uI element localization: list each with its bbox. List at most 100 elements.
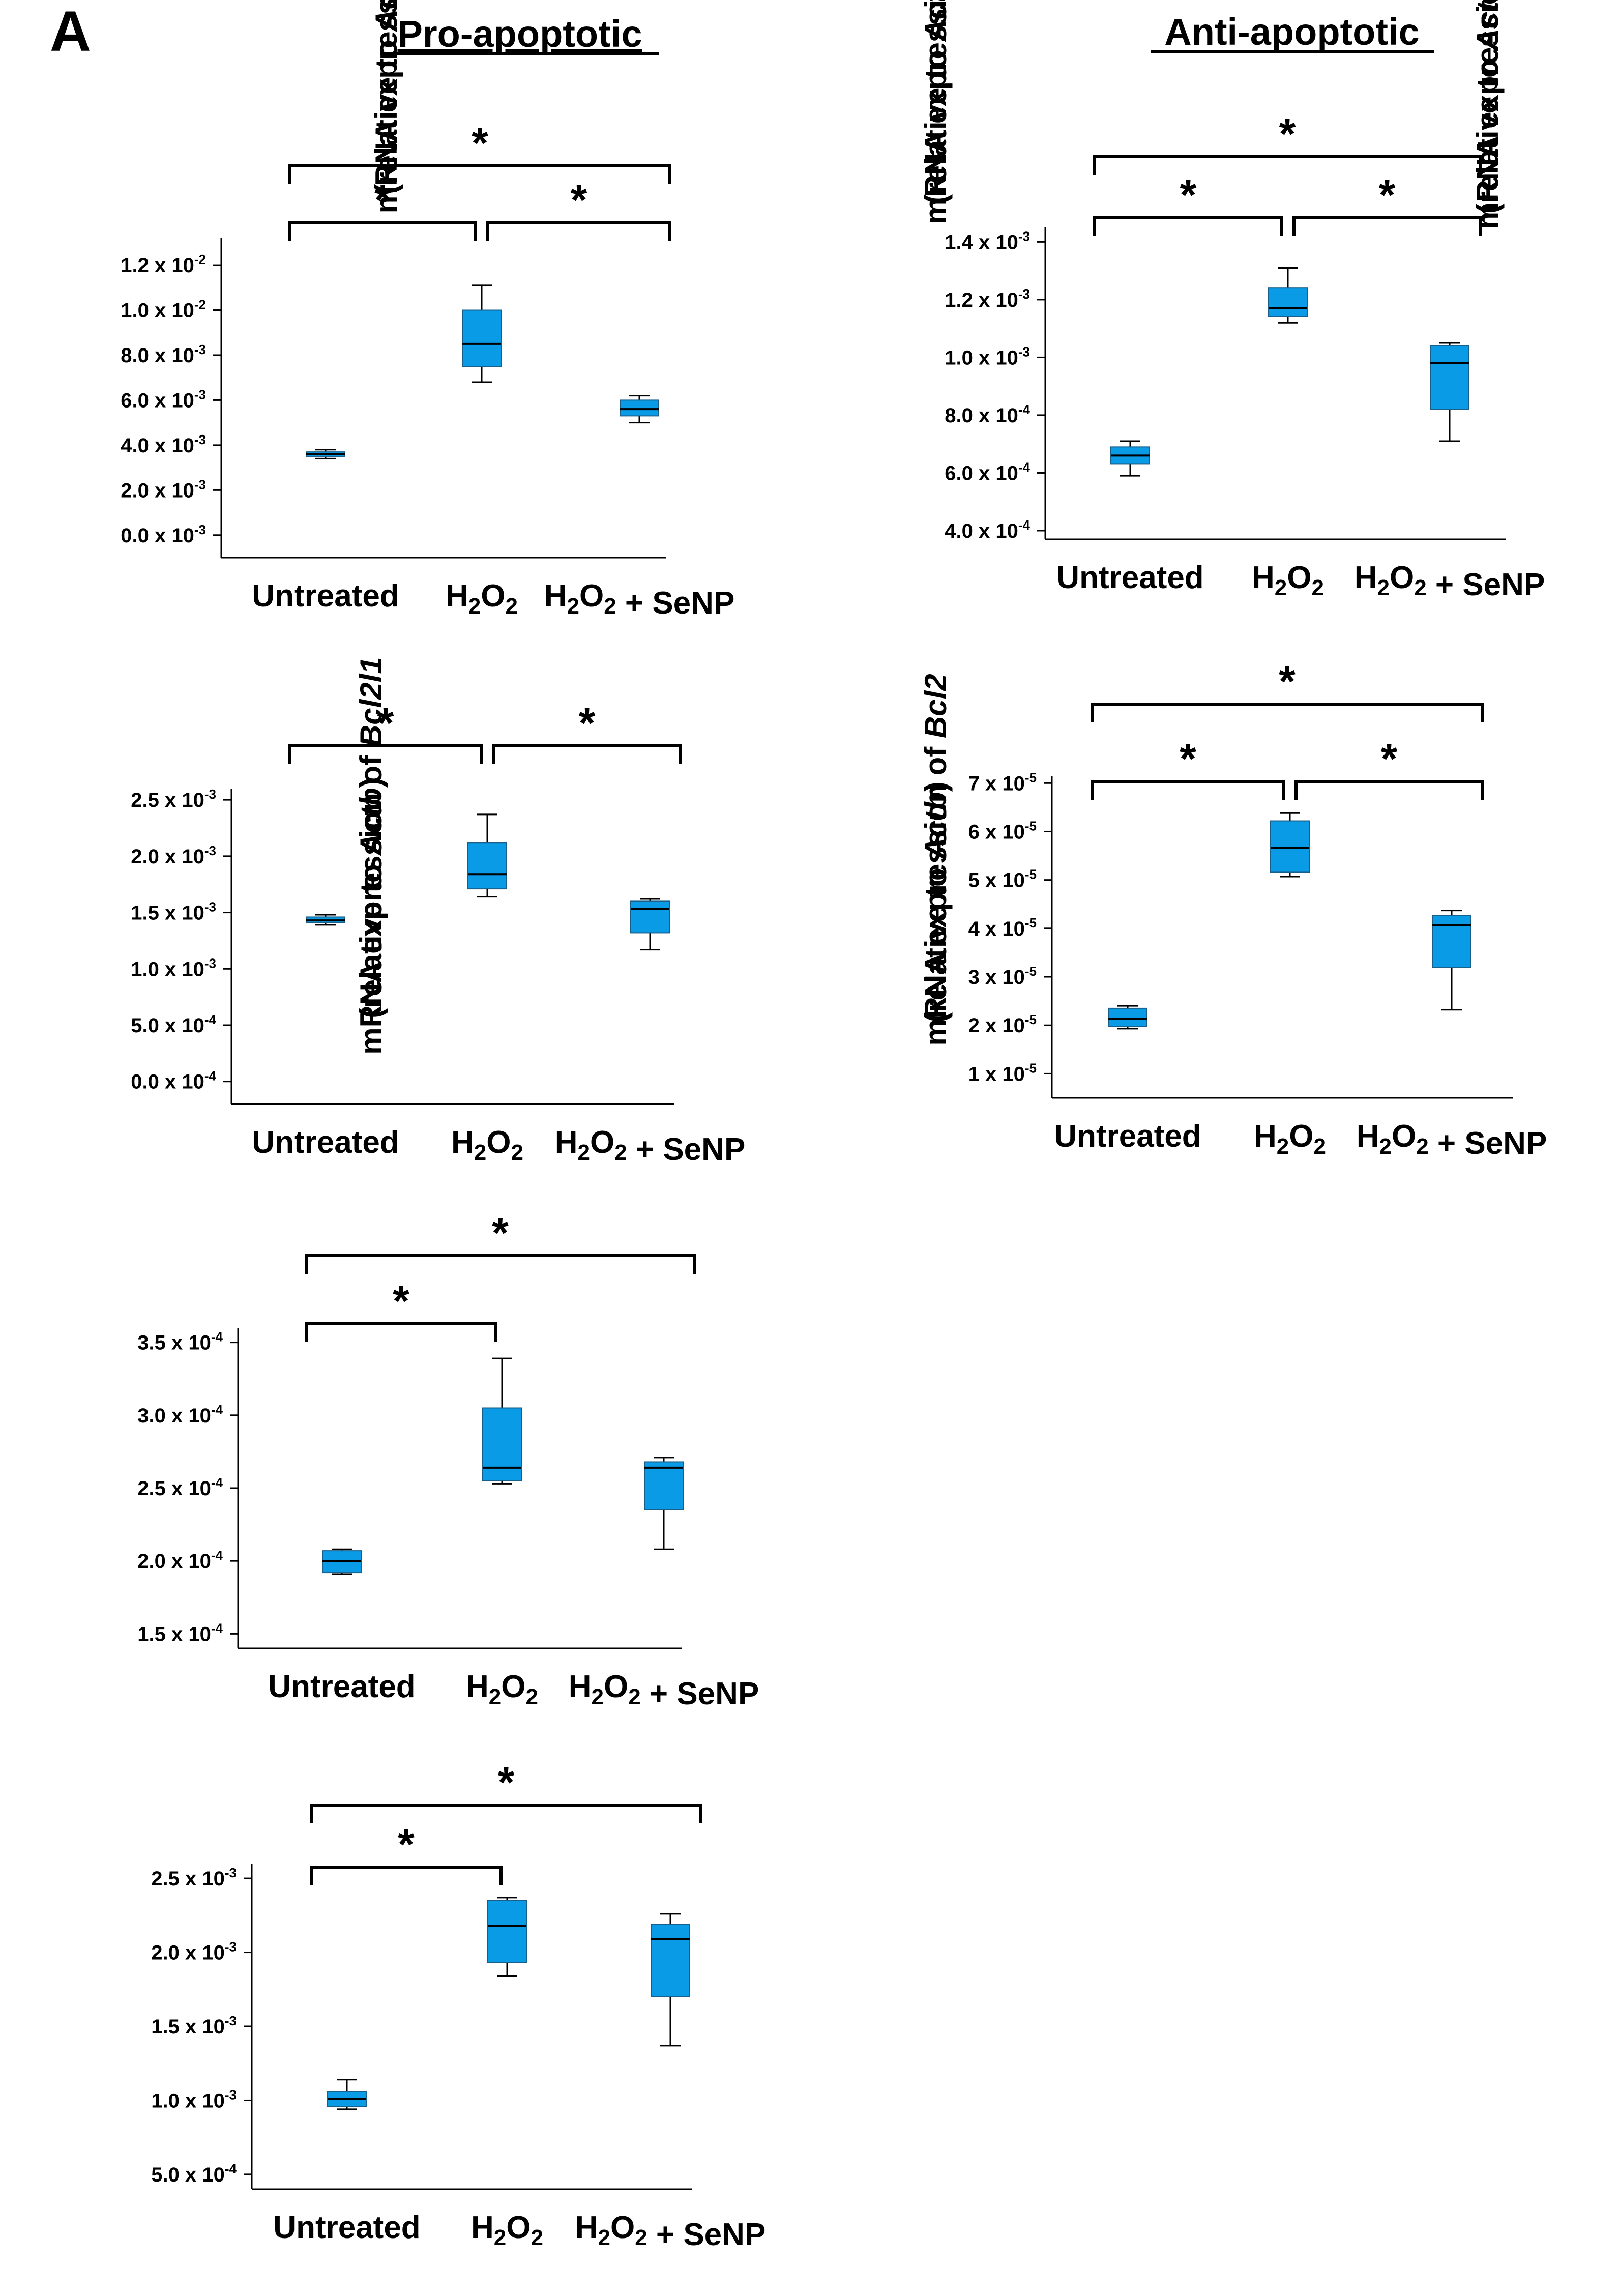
x-category-label: H2O2 + SeNP — [1355, 560, 1545, 602]
box-iqr — [487, 1900, 527, 1963]
bracket-line — [1093, 155, 1482, 175]
y-axis-label: mRNA expression of Bcl2l1 — [354, 657, 388, 1054]
x-category-label: H2O2 — [1252, 560, 1324, 600]
significance-bracket: * — [305, 1209, 696, 1274]
box-iqr — [1430, 345, 1469, 410]
bracket-line — [310, 1804, 702, 1823]
significance-bracket: * — [1093, 110, 1482, 175]
y-tick-label: 1.0 x 10-2 — [121, 297, 206, 322]
significance-star: * — [571, 176, 587, 224]
x-category-label: H2O2 — [471, 2210, 543, 2250]
chart-bax: 1.2 x 10-2 1.0 x 10-2 8.0 x 10-3 6.0 x 10-3… — [121, 0, 734, 621]
box-iqr — [630, 900, 670, 934]
x-category-label: H2O2 — [466, 1669, 538, 1709]
significance-star: * — [374, 176, 391, 224]
box-1 — [327, 2079, 367, 2110]
box-2 — [1270, 812, 1310, 878]
box-3 — [620, 395, 659, 424]
x-category-label: Untreated — [252, 578, 399, 614]
significance-star: * — [1379, 171, 1396, 219]
y-axis-label: mRNA expression of Bax — [369, 0, 403, 213]
significance-star: * — [1180, 171, 1197, 219]
y-tick-label: 2.0 x 10-3 — [121, 477, 206, 502]
box-iqr — [651, 1924, 690, 1997]
y-tick-label: 2.5 x 10-3 — [151, 1865, 237, 1890]
chart-bcl2l1: 1.4 x 10-3 1.2 x 10-3 1.0 x 10-3 8.0 x 10-4… — [354, 110, 1545, 1055]
box-1 — [306, 914, 345, 926]
y-tick-label: 1.5 x 10-3 — [151, 2013, 237, 2038]
y-axis-label: mRNA expression of Bad — [919, 0, 953, 224]
chart-bad: 2.5 x 10-3 2.0 x 10-3 1.5 x 10-3 1.0 x 10-3… — [131, 0, 953, 1167]
x-category-label: H2O2 + SeNP — [555, 1125, 746, 1167]
y-tick-label: 3 x 10-5 — [968, 964, 1037, 989]
x-category-label: H2O2 — [446, 578, 518, 619]
column-header-pro-apoptotic: Pro-apoptotic — [398, 13, 642, 55]
y-tick-label: 1.5 x 10-3 — [131, 899, 216, 924]
chart-bid: 3.5 x 10-4 3.0 x 10-4 2.5 x 10-4 2.0 x 10-4… — [137, 0, 1505, 1711]
y-tick-label: 7 x 10-5 — [968, 770, 1037, 795]
box-1 — [1108, 1005, 1147, 1030]
y-tick-label: 6 x 10-5 — [968, 818, 1037, 843]
y-axis-label-line2: (relative to Actb) — [919, 781, 953, 1022]
y-tick-label: 4 x 10-5 — [968, 915, 1037, 940]
y-tick-label: 2.0 x 10-3 — [151, 1939, 237, 1964]
significance-star: * — [472, 119, 488, 167]
x-category-label: H2O2 + SeNP — [1357, 1119, 1547, 1161]
bracket-line — [288, 744, 483, 764]
box-iqr — [1268, 287, 1308, 317]
x-category-label: H2O2 — [1254, 1119, 1326, 1159]
y-tick-label: 1.0 x 10-3 — [945, 344, 1030, 369]
significance-star: * — [377, 699, 394, 747]
bracket-line — [1091, 703, 1484, 722]
y-axis-label: mRNA expression of Bid — [1470, 0, 1505, 229]
box-3 — [651, 1913, 690, 2047]
significance-star: * — [579, 699, 596, 747]
y-tick-label: 8.0 x 10-3 — [121, 342, 206, 367]
y-tick-label: 5 x 10-5 — [968, 867, 1037, 892]
box-3 — [1430, 342, 1469, 442]
bracket-line — [1093, 216, 1283, 236]
x-category-label: Untreated — [1054, 1119, 1201, 1154]
significance-bracket: * — [486, 176, 671, 241]
x-category-label: Untreated — [1056, 560, 1203, 595]
significance-star: * — [1180, 735, 1196, 782]
y-tick-label: 2.0 x 10-3 — [131, 843, 216, 868]
y-tick-label: 1.0 x 10-3 — [131, 955, 216, 980]
significance-bracket: * — [1292, 171, 1482, 236]
box-2 — [462, 284, 502, 383]
y-tick-label: 6.0 x 10-3 — [121, 387, 206, 412]
y-tick-label: 2.5 x 10-4 — [137, 1475, 223, 1500]
y-tick-label: 3.0 x 10-4 — [137, 1402, 223, 1427]
significance-bracket: * — [1093, 171, 1283, 236]
x-category-label: Untreated — [268, 1669, 415, 1704]
x-category-label: H2O2 + SeNP — [569, 1669, 759, 1711]
y-tick-label: 1.2 x 10-3 — [945, 286, 1030, 311]
bracket-line — [486, 221, 671, 241]
box-3 — [1432, 910, 1471, 1011]
box-1 — [1110, 440, 1150, 477]
bracket-line — [288, 221, 477, 241]
y-tick-label: 2.5 x 10-3 — [131, 787, 216, 811]
box-2 — [482, 1357, 522, 1485]
significance-star: * — [492, 1209, 509, 1257]
box-1 — [322, 1548, 362, 1575]
x-category-label: Untreated — [273, 2210, 420, 2245]
box-3 — [630, 898, 670, 951]
y-tick-label: 1.2 x 10-2 — [121, 252, 206, 277]
significance-star: * — [398, 1820, 415, 1868]
significance-bracket: * — [310, 1758, 702, 1823]
y-axis-label-line2: (relative to Actb) — [354, 777, 388, 1018]
significance-star: * — [1381, 735, 1398, 782]
y-tick-label: 2 x 10-5 — [968, 1012, 1037, 1037]
box-iqr — [482, 1407, 522, 1481]
box-iqr — [462, 309, 502, 367]
x-category-label: H2O2 + SeNP — [544, 578, 735, 621]
significance-bracket: * — [305, 1277, 497, 1342]
chart-casp3: 2.5 x 10-3 2.0 x 10-3 1.5 x 10-3 1.0 x 10-3… — [151, 1758, 766, 2252]
y-tick-label: 1.5 x 10-4 — [137, 1620, 223, 1645]
box-iqr — [644, 1461, 684, 1510]
significance-star: * — [1279, 110, 1296, 158]
bracket-line — [288, 164, 671, 184]
y-tick-label: 0.0 x 10-4 — [131, 1068, 216, 1093]
y-tick-label: 5.0 x 10-4 — [151, 2161, 237, 2186]
